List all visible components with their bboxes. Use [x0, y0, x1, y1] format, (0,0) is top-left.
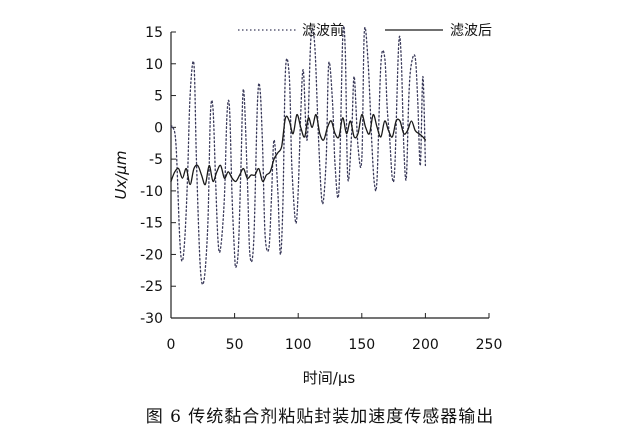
legend: 滤波前 滤波后	[238, 22, 492, 39]
y-tick-label: -10	[140, 184, 163, 200]
y-tick-label: 15	[145, 25, 163, 41]
series-line-after-filter	[170, 113, 427, 186]
y-tick-label: 10	[145, 57, 163, 73]
y-tick-label: 5	[154, 89, 163, 105]
y-tick-label: 0	[154, 120, 163, 136]
legend-label-after: 滤波后	[450, 23, 492, 39]
x-tick-label: 150	[348, 337, 375, 353]
x-tick-label: 0	[167, 337, 176, 353]
series-line-before-filter	[170, 25, 427, 286]
y-tick-label: -25	[140, 279, 163, 295]
series-group	[170, 25, 427, 286]
x-tick-label: 50	[226, 337, 244, 353]
figure-caption: 图 6 传统黏合剂粘贴封装加速度传感器输出	[145, 407, 495, 427]
x-tick-label: 200	[412, 337, 439, 353]
x-tick-label: 250	[476, 337, 503, 353]
y-tick-label: -20	[140, 247, 163, 263]
y-tick-label: -15	[140, 216, 163, 232]
y-tick-label: -30	[140, 311, 163, 327]
x-axis-label: 时间/μs	[303, 369, 356, 387]
y-axis-label: Ux/μm	[112, 150, 130, 199]
x-tick-label: 100	[285, 337, 312, 353]
axes	[170, 31, 490, 319]
y-tick-label: -5	[149, 152, 163, 168]
legend-label-before: 滤波前	[302, 22, 344, 39]
